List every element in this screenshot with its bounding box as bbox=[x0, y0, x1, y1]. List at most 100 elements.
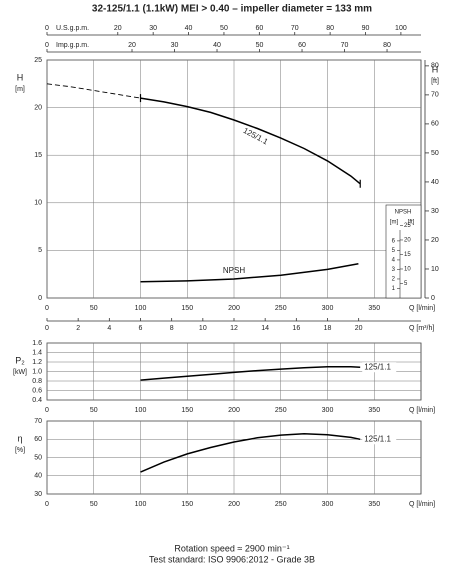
y-tick-label: 60 bbox=[34, 436, 42, 443]
y2-tick-label: 50 bbox=[431, 150, 439, 157]
secondary-tick-label: 14 bbox=[261, 325, 269, 332]
y-tick-label: 50 bbox=[34, 454, 42, 461]
secondary-tick-label: 0 bbox=[45, 325, 49, 332]
secondary-tick-label: 20 bbox=[128, 42, 136, 49]
x-tick-label: 200 bbox=[228, 501, 240, 508]
curve bbox=[140, 262, 359, 283]
secondary-axis-label: Q [m³/h] bbox=[409, 325, 434, 332]
npsh-tick-label: 4 bbox=[392, 257, 396, 263]
y2-tick-label: 80 bbox=[431, 63, 439, 70]
y-tick-label: 0 bbox=[38, 295, 42, 302]
y-tick-label: 1.0 bbox=[32, 368, 42, 375]
secondary-tick-label: 70 bbox=[341, 42, 349, 49]
secondary-axis-label: U.S.g.p.m. bbox=[56, 25, 89, 32]
x-tick-label: 300 bbox=[322, 407, 334, 414]
y-axis-unit: [kW] bbox=[13, 369, 27, 376]
curve-label: 125/1.1 bbox=[364, 362, 391, 371]
y2-tick-label: 40 bbox=[431, 179, 439, 186]
secondary-tick-label: 18 bbox=[324, 325, 332, 332]
footer-line: Test standard: ISO 9906:2012 - Grade 3B bbox=[149, 554, 315, 564]
npsh-label: NPSH bbox=[395, 210, 412, 216]
x-tick-label: 150 bbox=[181, 305, 193, 312]
y2-tick-label: 70 bbox=[431, 92, 439, 99]
secondary-tick-label: 80 bbox=[383, 42, 391, 49]
x-tick-label: 150 bbox=[181, 407, 193, 414]
y-tick-label: 0.6 bbox=[32, 387, 42, 394]
x-tick-label: 0 bbox=[45, 305, 49, 312]
x-tick-label: 200 bbox=[228, 305, 240, 312]
npsh-tick-label: 3 bbox=[392, 267, 396, 273]
y-tick-label: 25 bbox=[34, 57, 42, 64]
npsh-tick-label: 20 bbox=[404, 238, 411, 244]
y-axis-unit: [m] bbox=[15, 86, 25, 93]
y-tick-label: 30 bbox=[34, 491, 42, 498]
secondary-tick-label: 8 bbox=[170, 325, 174, 332]
npsh-tick-label: 1 bbox=[392, 286, 396, 292]
y2-tick-label: 30 bbox=[431, 208, 439, 215]
x-tick-label: 100 bbox=[135, 305, 147, 312]
x-axis-label: Q [l/min] bbox=[409, 305, 435, 312]
y-tick-label: 0.8 bbox=[32, 378, 42, 385]
secondary-tick-label: 80 bbox=[326, 25, 334, 32]
secondary-tick-label: 90 bbox=[362, 25, 370, 32]
npsh-tick-label: 5 bbox=[392, 248, 396, 254]
secondary-tick-label: 30 bbox=[149, 25, 157, 32]
x-tick-label: 300 bbox=[322, 501, 334, 508]
secondary-tick-label: 60 bbox=[298, 42, 306, 49]
y2-tick-label: 60 bbox=[431, 121, 439, 128]
x-tick-label: 100 bbox=[135, 407, 147, 414]
y-tick-label: 70 bbox=[34, 418, 42, 425]
secondary-tick-label: 20 bbox=[355, 325, 363, 332]
y2-axis-unit: [ft] bbox=[431, 78, 439, 85]
npsh-tick-label: 25 bbox=[404, 223, 411, 229]
x-tick-label: 50 bbox=[90, 407, 98, 414]
y2-tick-label: 20 bbox=[431, 237, 439, 244]
x-tick-label: 250 bbox=[275, 407, 287, 414]
curve-label: NPSH bbox=[223, 266, 245, 275]
secondary-tick-label: 40 bbox=[213, 42, 221, 49]
secondary-tick-label: 12 bbox=[230, 325, 238, 332]
npsh-tick-label: 2 bbox=[392, 277, 396, 283]
x-tick-label: 0 bbox=[45, 407, 49, 414]
secondary-tick-label: 4 bbox=[107, 325, 111, 332]
x-tick-label: 50 bbox=[90, 501, 98, 508]
x-tick-label: 100 bbox=[135, 501, 147, 508]
secondary-tick-label: 2 bbox=[76, 325, 80, 332]
secondary-tick-label: 70 bbox=[291, 25, 299, 32]
y-tick-label: 1.6 bbox=[32, 340, 42, 347]
secondary-tick-label: 50 bbox=[256, 42, 264, 49]
y-tick-label: 1.4 bbox=[32, 349, 42, 356]
secondary-tick-label: 0 bbox=[45, 42, 49, 49]
secondary-tick-label: 60 bbox=[255, 25, 263, 32]
y2-tick-label: 10 bbox=[431, 266, 439, 273]
x-tick-label: 150 bbox=[181, 501, 193, 508]
secondary-tick-label: 50 bbox=[220, 25, 228, 32]
x-tick-label: 350 bbox=[368, 501, 380, 508]
y-tick-label: 10 bbox=[34, 200, 42, 207]
secondary-tick-label: 20 bbox=[114, 25, 122, 32]
x-tick-label: 250 bbox=[275, 305, 287, 312]
y-tick-label: 40 bbox=[34, 473, 42, 480]
x-tick-label: 300 bbox=[322, 305, 334, 312]
y-tick-label: 0.4 bbox=[32, 397, 42, 404]
x-tick-label: 200 bbox=[228, 407, 240, 414]
y-tick-label: 1.2 bbox=[32, 359, 42, 366]
npsh-tick-label: 5 bbox=[404, 281, 408, 287]
x-tick-label: 350 bbox=[368, 305, 380, 312]
footer-line: Rotation speed ≈ 2900 min⁻¹ bbox=[174, 543, 289, 553]
secondary-tick-label: 100 bbox=[395, 25, 407, 32]
label-bg bbox=[362, 362, 397, 373]
y-tick-label: 15 bbox=[34, 152, 42, 159]
y-axis-unit: [%] bbox=[15, 447, 25, 454]
x-tick-label: 0 bbox=[45, 501, 49, 508]
x-tick-label: 350 bbox=[368, 407, 380, 414]
npsh-tick-label: 6 bbox=[392, 238, 396, 244]
secondary-tick-label: 40 bbox=[185, 25, 193, 32]
secondary-tick-label: 0 bbox=[45, 25, 49, 32]
curve bbox=[140, 366, 361, 381]
npsh-tick-label: 10 bbox=[404, 267, 411, 273]
y2-axis-label: H bbox=[432, 64, 439, 74]
x-tick-label: 50 bbox=[90, 305, 98, 312]
curve bbox=[140, 433, 361, 473]
